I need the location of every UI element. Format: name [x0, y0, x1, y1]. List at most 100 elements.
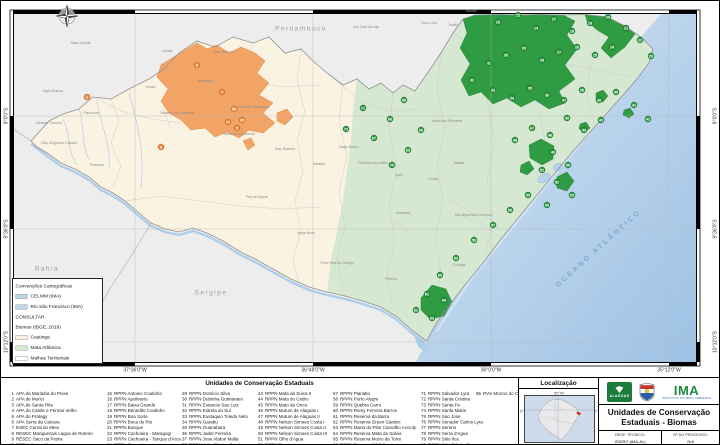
uc-list-column: 15 RPPN Antonio Coutinho 16 RPPN Apolinario…	[104, 391, 181, 444]
uc-list-item: 60 RPPN Remy Ferreira Barros	[332, 408, 398, 414]
rio-swatch	[15, 304, 28, 310]
uc-marker-green: 25	[591, 51, 599, 59]
uc-list-column: 43 RPPN Mata da Suica II 44 RPPN Mata do Ce…	[255, 391, 330, 444]
credits-row: RESP. TÉCNICO: ISIDRO (IMA-AL) Nº DO PRO…	[599, 431, 719, 444]
sao-francisco-delta	[413, 334, 429, 353]
uc-list-item: 21 RPPN Bosque	[106, 425, 144, 431]
mata-swatch	[15, 345, 28, 351]
uc-marker-orange: 1	[83, 93, 91, 101]
latitude-label-right: 10°12'0"S	[712, 331, 718, 353]
uc-marker-green: 42	[644, 115, 652, 123]
uc-list-item: 16 RPPN Apolinario	[106, 396, 148, 402]
municipality-label: Mata Grande	[71, 41, 91, 45]
uc-marker-green: 57	[489, 221, 497, 229]
municipality-label: Penedo	[385, 277, 397, 281]
municipality-label: Arapiraca	[395, 211, 411, 215]
municipality-label: Maravilha	[197, 79, 213, 83]
uc-marker-green: 39	[595, 96, 603, 104]
uc-marker-green: 65	[400, 96, 408, 104]
uc-marker-green: 68	[417, 126, 425, 134]
legend-item-label: Caatinga	[30, 334, 50, 341]
uc-marker-green: 32	[468, 76, 476, 84]
uc-list-item: 38RPPN Julia Silveira Guedes	[179, 442, 255, 444]
uc-list-item: 15 RPPN Antonio Coutinho	[106, 391, 163, 396]
uc-list-item: 45 RPPN Mato da Onca	[257, 402, 308, 408]
mata-atlantica-biome	[327, 14, 653, 341]
map-title-line1: Unidades de Conservação	[607, 408, 711, 417]
uc-marker-green: 10	[494, 18, 502, 26]
caatinga-swatch	[15, 334, 28, 340]
uc-list-item: 18 RPPN Benedito Coutinho	[106, 408, 165, 414]
uc-list-item: 66RPPN Reserva SOS Santiago	[330, 442, 418, 444]
uc-list-item: 20 RPPN Boca do Rio	[106, 419, 153, 425]
locator-panel: Localização 50°W 0° 0°	[518, 378, 599, 444]
uc-list-item: 10RPPN Alonso Mascena	[6, 442, 104, 444]
municipality-label: Poco das Trincheiras	[237, 105, 269, 109]
uc-marker-green: 17	[550, 15, 558, 23]
uc-list-panel: Unidades de Conservação Estaduais 1 APA d…	[1, 378, 518, 444]
uc-marker-green: 38	[578, 86, 586, 94]
uc-marker-green: 62	[412, 306, 420, 314]
municipality-label: Jacuipe	[465, 9, 477, 13]
uc-marker-green: 37	[560, 96, 568, 104]
alagoas-government-logo: ALAGOAS	[606, 382, 632, 402]
uc-marker-green: 34	[508, 94, 516, 102]
map-title-line2: Estaduais - Biomas	[621, 417, 697, 427]
legend-item-malhas: Malhas Territoriais	[15, 353, 103, 363]
municipality-label: Atalaia	[453, 161, 465, 165]
north-arrow-icon	[55, 4, 79, 28]
legend-box: Convenções Cartográficas CELMM (IMA) Rio…	[12, 278, 103, 364]
uc-list-item: 76 RPPN Senador Carlos Lyra	[420, 419, 483, 425]
uc-marker-orange: 5	[233, 124, 241, 132]
legend-consult-label: CONSULTAR	[15, 314, 45, 320]
uc-list-item: 57 RPPN Planalto	[332, 391, 371, 396]
latitude-label-right: 9°36'0"S	[712, 219, 718, 239]
municipality-label: Pao de Acucar	[245, 195, 269, 199]
municipality-label: Sao Miguel dos Campos	[454, 213, 492, 217]
uc-marker-green: 18	[568, 27, 576, 35]
legend-item-caatinga: Caatinga	[15, 332, 103, 343]
uc-list-item: 5 APA do Pratagy	[11, 413, 48, 419]
uc-list-item: 3 APA de Santa Rita	[11, 402, 53, 408]
uc-marker-green: 67	[370, 134, 378, 142]
uc-list-item: 17 RPPN Baixa Grande	[106, 402, 156, 408]
uc-list-item: 6 APA Serra da Caicara	[11, 419, 60, 425]
uc-list-item: 71 RPPN Salvador Lyra	[420, 391, 470, 396]
uc-list-column: 57 RPPN Planalto 58 RPPN Porto Alegre 59 RPPN…	[330, 391, 418, 444]
uc-list-item: 19 RPPN Boa Sorte	[106, 413, 148, 419]
uc-marker-green: 12	[514, 11, 522, 19]
rivers	[30, 92, 426, 343]
uc-marker-green: 43	[597, 116, 605, 124]
uc-marker-green: 61	[423, 290, 431, 298]
municipality-label: Santana do Ipanema	[223, 132, 255, 136]
municipality-label: Delmiro Gouveia	[36, 121, 62, 125]
uc-list-item: 79 RPPN Sitio Ilca	[420, 436, 459, 442]
uc-list-item: 31 RPPN Estancia Sao Luiz	[181, 402, 239, 408]
uc-marker-green: 19	[586, 19, 594, 27]
uc-list-column: 71 RPPN Salvador Lyra 72 RPPN Santa Cristin…	[418, 391, 483, 444]
legend-item-label: CELMM (IMA)	[30, 293, 61, 300]
locator-right-label: 0°	[594, 408, 598, 414]
uc-marker-green: 47	[528, 124, 536, 132]
uc-list-item: 7 ESEC Curral do Meio	[11, 425, 60, 431]
graticule-lines	[13, 13, 697, 363]
locator-title: Localização	[519, 378, 598, 389]
uc-marker-green: 41	[630, 101, 638, 109]
legend-biomes-title: Biomas (IBGE, 2019)	[15, 324, 61, 330]
map-title-box: Unidades de Conservação Estaduais - Biom…	[599, 404, 719, 431]
municipality-label: Inhapi	[146, 85, 156, 89]
processo-value: N/A	[687, 439, 694, 444]
uc-list-item: 62 RPPN Reserva Green Garden	[332, 419, 401, 425]
ima-logo-label: IMA	[673, 382, 700, 398]
municipality-label: Major Isidoro	[339, 145, 359, 149]
uc-list-item: 59 RPPN Quebra Carro	[332, 402, 382, 408]
uc-marker-green: 56	[506, 206, 514, 214]
uc-list-item: 24RPPN Granada	[104, 442, 179, 444]
uc-list-item: 32 RPPN Estrela do Sul	[181, 408, 231, 414]
uc-marker-green: 28	[538, 56, 546, 64]
bottom-strip: Unidades de Conservação Estaduais 1 APA d…	[1, 377, 719, 444]
uc-list-title: Unidades de Conservação Estaduais	[205, 380, 314, 387]
uc-marker-green: 69	[404, 146, 412, 154]
uc-marker-green: 46	[546, 131, 554, 139]
